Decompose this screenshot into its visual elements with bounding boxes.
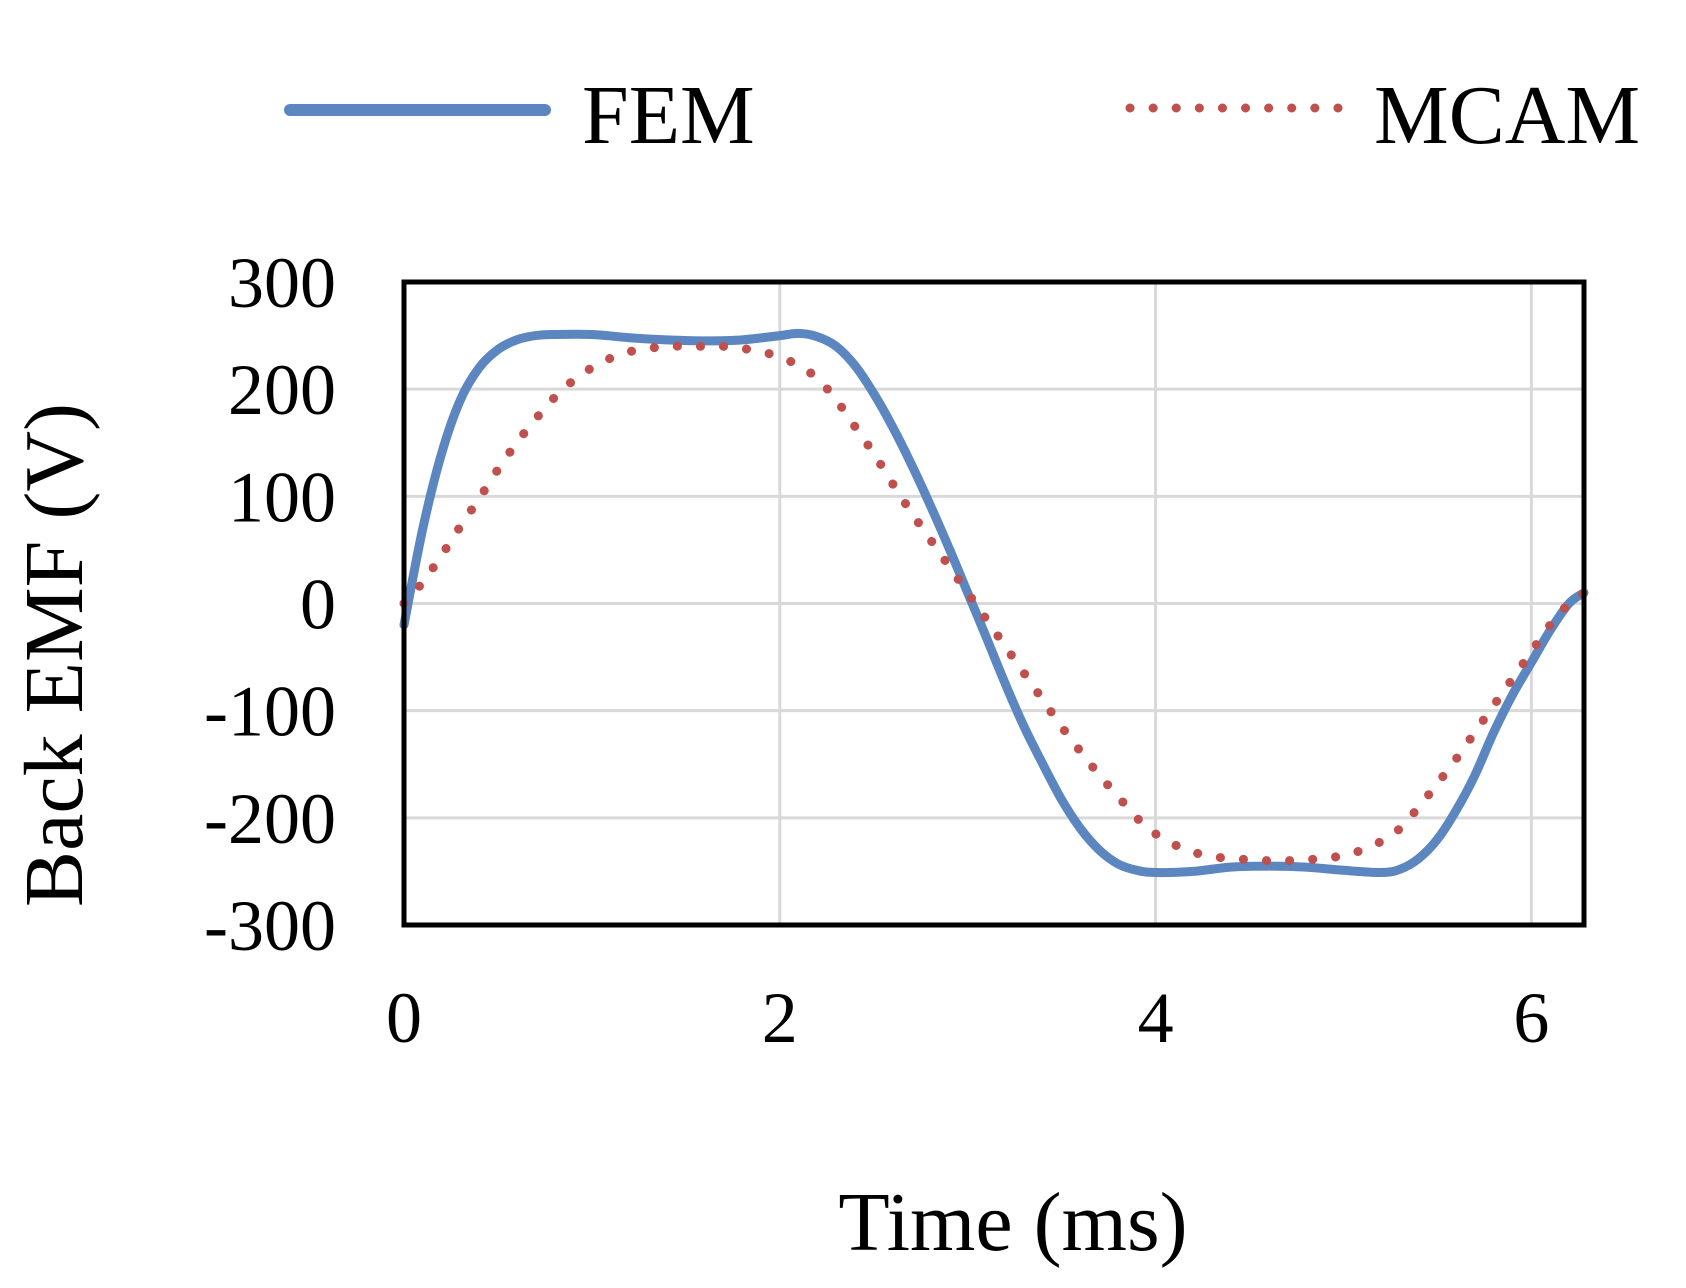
y-tick-label: 300 <box>228 243 336 323</box>
series-line-fem <box>399 328 1589 878</box>
legend: FEM MCAM <box>284 69 1640 162</box>
y-tick-label: 0 <box>300 565 336 645</box>
y-tick-label: 200 <box>228 350 336 430</box>
grid-lines <box>404 282 1584 925</box>
plot-frame <box>401 279 1587 928</box>
y-tick-labels: 300 200 100 0 -100 -200 -300 <box>204 243 336 966</box>
x-tick-label: 2 <box>762 978 798 1058</box>
y-tick-label: -200 <box>204 779 336 859</box>
y-tick-label: -100 <box>204 672 336 752</box>
x-axis-title: Time (ms) <box>838 1176 1187 1269</box>
y-tick-label: 100 <box>228 457 336 537</box>
legend-label-mcam: MCAM <box>1374 69 1640 162</box>
x-tick-labels: 0 2 4 6 <box>386 978 1549 1058</box>
y-tick-label: -300 <box>204 886 336 966</box>
series-line-mcam <box>399 341 1589 866</box>
x-tick-label: 4 <box>1138 978 1174 1058</box>
x-tick-label: 0 <box>386 978 422 1058</box>
x-tick-label: 6 <box>1513 978 1549 1058</box>
series-layer <box>399 328 1589 878</box>
legend-label-fem: FEM <box>582 69 755 162</box>
y-axis-title: Back EMF (V) <box>8 403 101 907</box>
